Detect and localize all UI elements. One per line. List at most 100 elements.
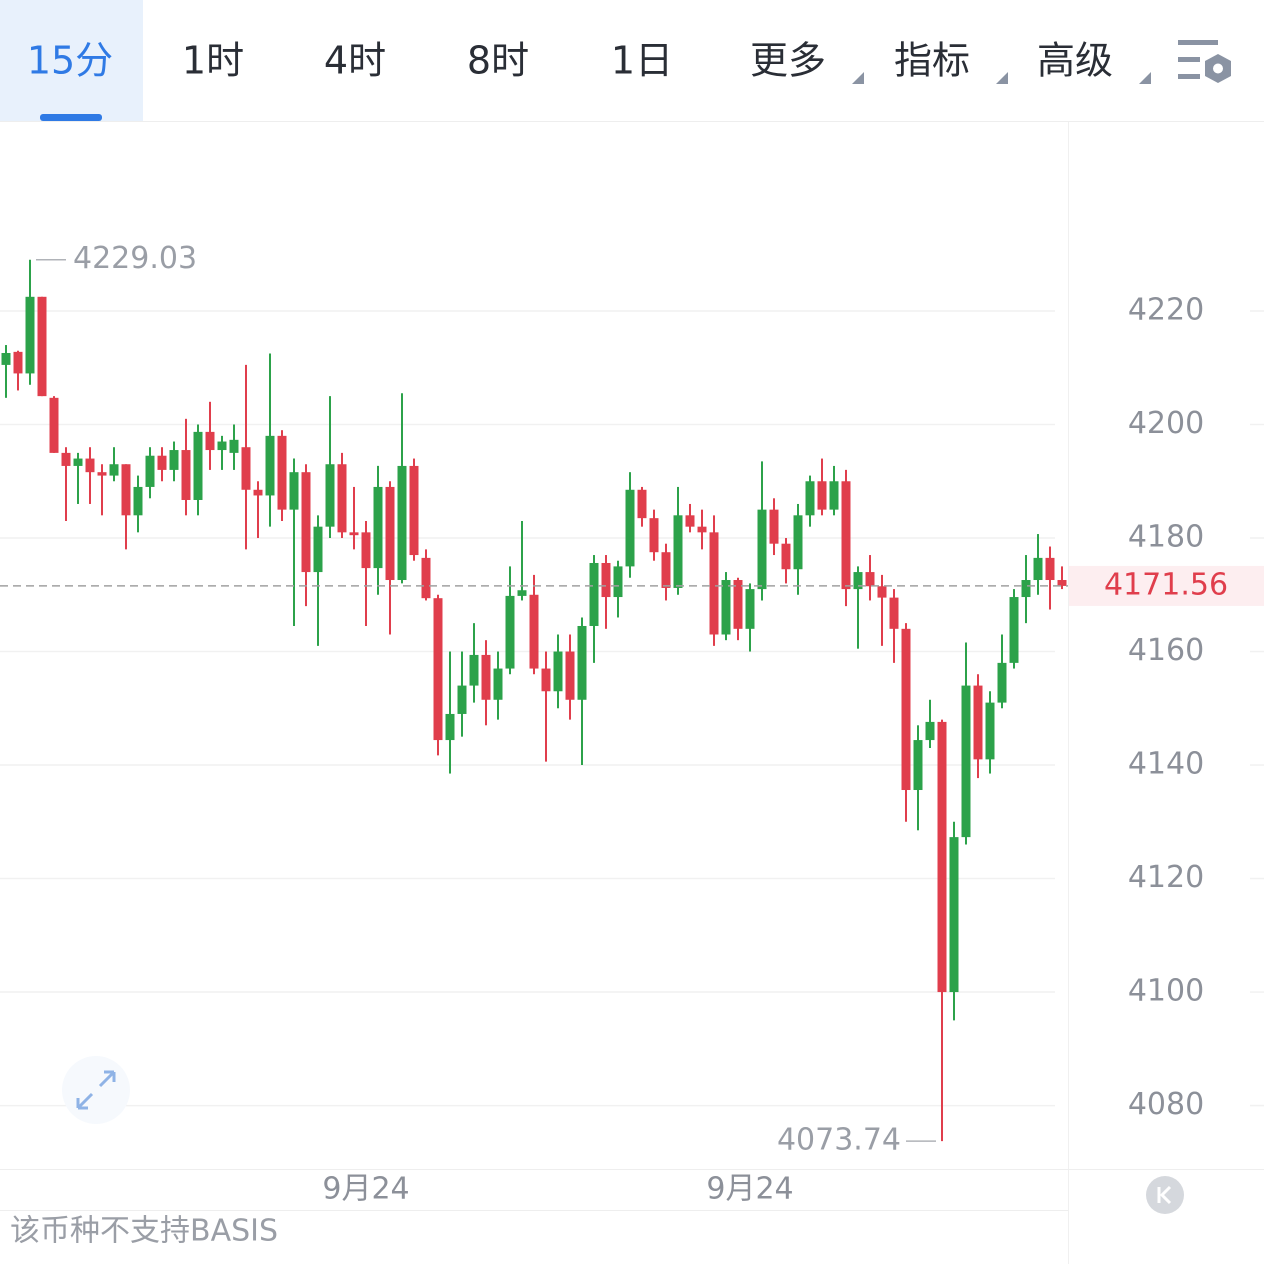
candle-body <box>1 352 11 365</box>
candle-body <box>337 464 347 533</box>
candle-body <box>925 721 935 741</box>
scroll-latest-button[interactable] <box>1146 1176 1184 1214</box>
candle-body <box>937 721 947 993</box>
candle-body <box>373 486 383 569</box>
candle-body <box>589 562 599 626</box>
candle-body <box>469 654 479 686</box>
candle-body <box>1009 597 1019 663</box>
candle-body <box>121 464 131 516</box>
y-tick-label: 4120 <box>1128 860 1204 895</box>
y-tick-label: 4140 <box>1128 747 1204 782</box>
settings-icon[interactable] <box>1178 40 1231 83</box>
low-marker-label: 4073.74 <box>777 1123 901 1158</box>
candle-body <box>397 465 407 581</box>
candle-body <box>673 515 683 588</box>
candle-body <box>997 662 1007 703</box>
candle-body <box>613 566 623 598</box>
candle-body <box>301 472 311 573</box>
candle-body <box>49 397 59 453</box>
candle-body <box>745 589 755 629</box>
candle-body <box>805 481 815 516</box>
candle-body <box>553 651 563 692</box>
y-tick-label: 4160 <box>1128 633 1204 668</box>
candle-body <box>169 450 179 470</box>
y-tick-label: 4100 <box>1128 974 1204 1009</box>
candle-body <box>985 702 995 760</box>
y-tick-label: 4220 <box>1128 292 1204 327</box>
candle-body <box>181 450 191 500</box>
candle-body <box>1057 580 1067 586</box>
candle-body <box>61 452 71 466</box>
candle-body <box>433 598 443 741</box>
candle-body <box>241 447 251 490</box>
candle-body <box>505 595 515 669</box>
tab[interactable]: 4时 <box>324 39 386 83</box>
candle-body <box>37 296 47 397</box>
candle-body <box>913 740 923 791</box>
candle-body <box>961 685 971 838</box>
candle-body <box>733 580 743 629</box>
candle-body <box>85 458 95 473</box>
candle-body <box>901 628 911 791</box>
candle-body <box>709 532 719 635</box>
candle-body <box>577 625 587 700</box>
active-tab-indicator <box>40 114 102 121</box>
candle-body <box>409 465 419 556</box>
candle-body <box>97 472 107 476</box>
candle-body <box>1033 557 1043 581</box>
tabs: 15分 1时 4时 8时 1日 更多 指标 高级 <box>27 39 1151 84</box>
candle-body <box>1045 557 1055 581</box>
candle-body <box>445 713 455 741</box>
candle-body <box>325 464 335 527</box>
tab[interactable]: 1日 <box>611 39 673 83</box>
candle-body <box>73 458 83 466</box>
candle-body <box>217 441 227 451</box>
candle-body <box>313 526 323 573</box>
x-tick-label: 9月24 <box>706 1172 793 1207</box>
candle-body <box>157 455 167 470</box>
candle-body <box>193 431 203 500</box>
candle-body <box>205 431 215 451</box>
candle-body <box>949 837 959 993</box>
candle-body <box>109 464 119 476</box>
candle-body <box>529 594 539 669</box>
candle-body <box>697 526 707 533</box>
grid: 4080 4100 4120 4140 4160 4180 4200 4220 <box>0 292 1264 1122</box>
tab[interactable]: 15分 <box>27 39 113 83</box>
tab[interactable]: 指标 <box>894 39 970 83</box>
footer-note: 该币种不支持BASIS <box>10 1214 278 1249</box>
tab[interactable]: 高级 <box>1037 39 1113 83</box>
candle-body <box>877 586 887 598</box>
candle-body <box>889 597 899 629</box>
dropdown-caret <box>996 72 1008 84</box>
tab[interactable]: 1时 <box>182 39 244 83</box>
candle-body <box>133 486 143 516</box>
candle-body <box>493 668 503 700</box>
candle-body <box>625 489 635 567</box>
candle-body <box>601 562 611 598</box>
candle-body <box>817 481 827 510</box>
candle-body <box>649 518 659 553</box>
candle-body <box>841 481 851 590</box>
candle-body <box>517 590 527 596</box>
candle-body <box>421 557 431 599</box>
high-marker-label: 4229.03 <box>73 241 197 276</box>
candle-body <box>13 351 23 374</box>
expand-button[interactable] <box>62 1056 130 1124</box>
candle-body <box>781 543 791 570</box>
x-tick-label: 9月24 <box>322 1172 409 1207</box>
last-price-label: 4171.56 <box>1104 567 1228 602</box>
candle-body <box>1021 580 1031 598</box>
dropdown-caret <box>852 72 864 84</box>
candle-body <box>853 572 863 590</box>
candle-body <box>229 439 239 453</box>
candle-body <box>637 489 647 519</box>
last-price-box <box>1069 565 1264 606</box>
candle-body <box>361 532 371 569</box>
tab[interactable]: 更多 <box>750 39 826 83</box>
candle-body <box>661 552 671 588</box>
tab[interactable]: 8时 <box>467 39 529 83</box>
candle-body <box>25 296 35 374</box>
candle-body <box>385 486 395 581</box>
